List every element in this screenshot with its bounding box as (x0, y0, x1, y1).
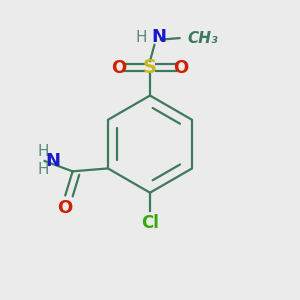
Text: H: H (38, 144, 49, 159)
Text: O: O (111, 58, 126, 76)
Text: N: N (152, 28, 166, 46)
Text: H: H (38, 162, 49, 177)
Text: N: N (46, 152, 61, 170)
Text: O: O (174, 58, 189, 76)
Text: CH₃: CH₃ (188, 31, 218, 46)
Text: O: O (58, 199, 73, 217)
Text: Cl: Cl (141, 214, 159, 232)
Text: S: S (143, 58, 157, 77)
Text: H: H (135, 30, 147, 45)
